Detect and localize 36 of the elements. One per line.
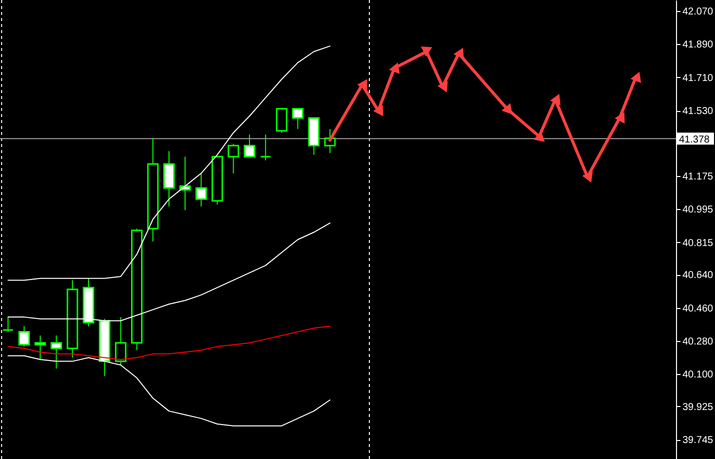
y-tick-label: 39.925 [682, 402, 714, 413]
candlestick [195, 172, 207, 207]
point [502, 103, 512, 114]
candlestick [228, 143, 240, 174]
candlestick [260, 134, 272, 161]
candlestick [18, 326, 30, 348]
candlestick [292, 108, 304, 130]
ref-line-label: 41.378 [679, 134, 710, 146]
candlestick [114, 316, 126, 366]
y-tick-label: 41.175 [682, 172, 714, 183]
candlestick [163, 150, 175, 207]
y-tick-label: 42.070 [682, 6, 714, 18]
point [582, 171, 593, 183]
candlestick [276, 108, 288, 134]
y-tick-label: 39.745 [682, 435, 714, 446]
point [437, 80, 448, 92]
point [420, 46, 432, 57]
point [534, 131, 545, 142]
candlestick [244, 134, 256, 158]
point [357, 79, 368, 90]
y-tick-label: 41.530 [682, 106, 714, 118]
candlestick [2, 316, 14, 332]
y-tick-label: 41.890 [682, 40, 714, 51]
y-tick-label: 40.995 [682, 204, 714, 216]
point [630, 72, 642, 84]
line-series [8, 46, 330, 281]
y-tick-label: 40.100 [682, 370, 714, 381]
y-tick-label: 40.460 [682, 303, 714, 314]
y-tick-label: 40.640 [682, 270, 714, 282]
point [373, 104, 384, 116]
y-tick-label: 40.815 [682, 238, 714, 249]
point [614, 112, 625, 124]
point [389, 62, 400, 74]
y-tick-label: 40.280 [682, 336, 714, 348]
point [550, 94, 561, 106]
y-tick-label: 41.710 [682, 72, 714, 84]
